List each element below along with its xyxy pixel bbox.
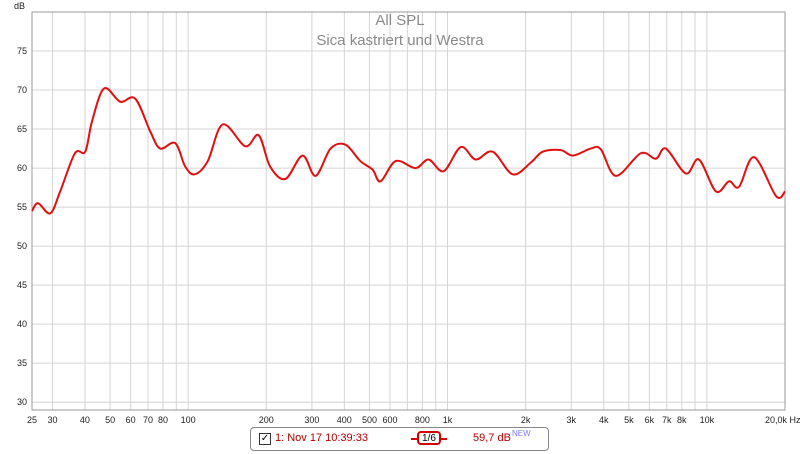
x-tick-label: 2k bbox=[521, 415, 531, 425]
new-badge: NEW bbox=[512, 429, 531, 438]
x-tick-label: 80 bbox=[158, 415, 168, 425]
x-tick-label: 5k bbox=[624, 415, 634, 425]
x-tick-label: 7k bbox=[662, 415, 672, 425]
cursor-value: 59,7 dB bbox=[473, 432, 511, 444]
grid bbox=[32, 12, 786, 410]
x-tick-label: 40 bbox=[80, 415, 90, 425]
x-tick-label: 1k bbox=[443, 415, 453, 425]
y-tick-label: 65 bbox=[17, 124, 27, 134]
y-tick-label: 30 bbox=[17, 397, 27, 407]
x-tick-label: 6k bbox=[645, 415, 655, 425]
y-ticks: 30 35 40 45 50 55 60 65 70 75 bbox=[17, 46, 27, 407]
chart-subtitle: Sica kastriert und Westra bbox=[316, 32, 484, 49]
spl-series-line bbox=[31, 87, 786, 215]
y-tick-label: 60 bbox=[17, 163, 27, 173]
y-tick-label: 35 bbox=[17, 358, 27, 368]
measurement-checkbox[interactable]: ✓ bbox=[259, 433, 271, 445]
x-tick-label: 70 bbox=[143, 415, 153, 425]
smoothing-button[interactable]: 1/6 bbox=[417, 431, 441, 445]
y-tick-label: 70 bbox=[17, 85, 27, 95]
y-axis-label: dB bbox=[14, 1, 25, 11]
x-tick-label: 500 bbox=[362, 415, 377, 425]
x-tick-label: 60 bbox=[126, 415, 136, 425]
x-ticks: 25 30 40 50 60 70 80 100 200 300 400 500 600 800 1k 2k 3… bbox=[27, 415, 800, 425]
x-tick-label: 600 bbox=[382, 415, 397, 425]
x-tick-label: 4k bbox=[599, 415, 609, 425]
legend: ✓ 1: Nov 17 10:39:33 1/6 59,7 dB NEW bbox=[250, 427, 549, 451]
x-tick-label: 30 bbox=[48, 415, 58, 425]
series bbox=[31, 87, 786, 215]
legend-line-left bbox=[411, 438, 417, 440]
y-tick-label: 45 bbox=[17, 280, 27, 290]
chart-title: All SPL bbox=[375, 12, 424, 29]
legend-line-right bbox=[441, 438, 447, 440]
x-tick-label: 800 bbox=[415, 415, 430, 425]
x-tick-label: 3k bbox=[567, 415, 577, 425]
x-tick-label: 300 bbox=[304, 415, 319, 425]
x-tick-label: 400 bbox=[337, 415, 352, 425]
x-tick-label: 100 bbox=[181, 415, 196, 425]
x-tick-label: 25 bbox=[27, 415, 37, 425]
measurement-name[interactable]: 1: Nov 17 10:39:33 bbox=[275, 432, 368, 444]
x-tick-label: 200 bbox=[259, 415, 274, 425]
y-tick-label: 55 bbox=[17, 202, 27, 212]
x-tick-label: 8k bbox=[677, 415, 687, 425]
y-tick-label: 75 bbox=[17, 46, 27, 56]
plot-frame bbox=[31, 11, 786, 411]
y-tick-label: 50 bbox=[17, 241, 27, 251]
x-tick-label: 10k bbox=[700, 415, 715, 425]
y-tick-label: 40 bbox=[17, 319, 27, 329]
x-tick-label: 50 bbox=[105, 415, 115, 425]
x-tick-label: 20,0k Hz bbox=[765, 415, 800, 425]
